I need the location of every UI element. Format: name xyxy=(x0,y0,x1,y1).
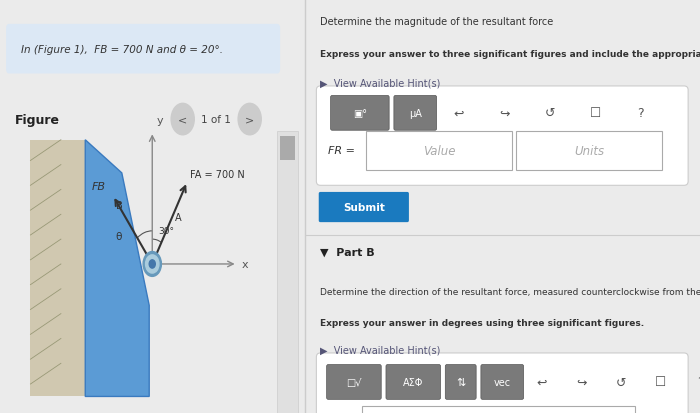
Text: B: B xyxy=(116,200,122,210)
Circle shape xyxy=(171,104,195,135)
Text: ☐: ☐ xyxy=(589,107,601,120)
Text: ▶  View Available Hint(s): ▶ View Available Hint(s) xyxy=(321,345,441,355)
Text: ↩: ↩ xyxy=(537,375,547,389)
FancyBboxPatch shape xyxy=(386,365,440,399)
Text: y: y xyxy=(157,116,163,126)
Text: ?: ? xyxy=(696,375,700,389)
Text: Value: Value xyxy=(423,144,455,157)
Text: vec: vec xyxy=(494,377,511,387)
Circle shape xyxy=(149,260,155,268)
FancyBboxPatch shape xyxy=(327,365,382,399)
FancyBboxPatch shape xyxy=(366,131,512,170)
Text: ▼  Part B: ▼ Part B xyxy=(321,247,375,257)
Text: >: > xyxy=(245,115,254,125)
Text: ▶  View Available Hint(s): ▶ View Available Hint(s) xyxy=(321,78,441,88)
Text: FA = 700 N: FA = 700 N xyxy=(190,170,245,180)
Text: ↪: ↪ xyxy=(576,375,587,389)
Polygon shape xyxy=(85,140,149,396)
Text: In (Figure 1),  FB = 700 N and θ = 20°.: In (Figure 1), FB = 700 N and θ = 20°. xyxy=(21,45,223,55)
Polygon shape xyxy=(31,140,85,396)
Text: ↪: ↪ xyxy=(499,107,510,120)
Text: Determine the direction of the resultant force, measured counterclockwise from t: Determine the direction of the resultant… xyxy=(321,287,700,296)
Text: x: x xyxy=(242,259,248,269)
Text: FB: FB xyxy=(92,182,106,192)
Text: FR =: FR = xyxy=(328,146,355,156)
FancyBboxPatch shape xyxy=(316,87,688,186)
Text: ↩: ↩ xyxy=(454,107,464,120)
Text: ↺: ↺ xyxy=(545,107,555,120)
FancyBboxPatch shape xyxy=(277,132,298,413)
FancyBboxPatch shape xyxy=(280,136,295,161)
FancyBboxPatch shape xyxy=(516,131,662,170)
Text: Express your answer in degrees using three significant figures.: Express your answer in degrees using thr… xyxy=(321,318,645,327)
Text: ▣°: ▣° xyxy=(353,109,367,119)
FancyBboxPatch shape xyxy=(318,192,409,223)
Text: Units: Units xyxy=(574,144,604,157)
FancyBboxPatch shape xyxy=(481,365,524,399)
Text: □√: □√ xyxy=(346,377,362,387)
Text: 30°: 30° xyxy=(158,226,174,235)
FancyBboxPatch shape xyxy=(394,96,437,131)
FancyBboxPatch shape xyxy=(316,353,688,413)
Text: Express your answer to three significant figures and include the appropriate uni: Express your answer to three significant… xyxy=(321,50,700,59)
Circle shape xyxy=(238,104,261,135)
Text: ☐: ☐ xyxy=(654,375,666,389)
Text: θ: θ xyxy=(116,232,122,242)
Text: 1 of 1: 1 of 1 xyxy=(202,115,231,125)
FancyBboxPatch shape xyxy=(362,406,635,413)
FancyBboxPatch shape xyxy=(330,96,389,131)
Text: Submit: Submit xyxy=(343,202,385,212)
Text: ⇅: ⇅ xyxy=(456,377,466,387)
Circle shape xyxy=(146,255,159,273)
Text: A: A xyxy=(175,213,182,223)
FancyBboxPatch shape xyxy=(6,25,280,74)
Text: Figure: Figure xyxy=(15,113,60,126)
Circle shape xyxy=(143,252,162,277)
Text: AΣΦ: AΣΦ xyxy=(403,377,424,387)
Text: ↺: ↺ xyxy=(616,375,626,389)
FancyBboxPatch shape xyxy=(445,365,476,399)
Text: Determine the magnitude of the resultant force: Determine the magnitude of the resultant… xyxy=(321,17,554,26)
Text: ?: ? xyxy=(638,107,644,120)
Text: <: < xyxy=(178,115,188,125)
Text: μA: μA xyxy=(409,109,421,119)
